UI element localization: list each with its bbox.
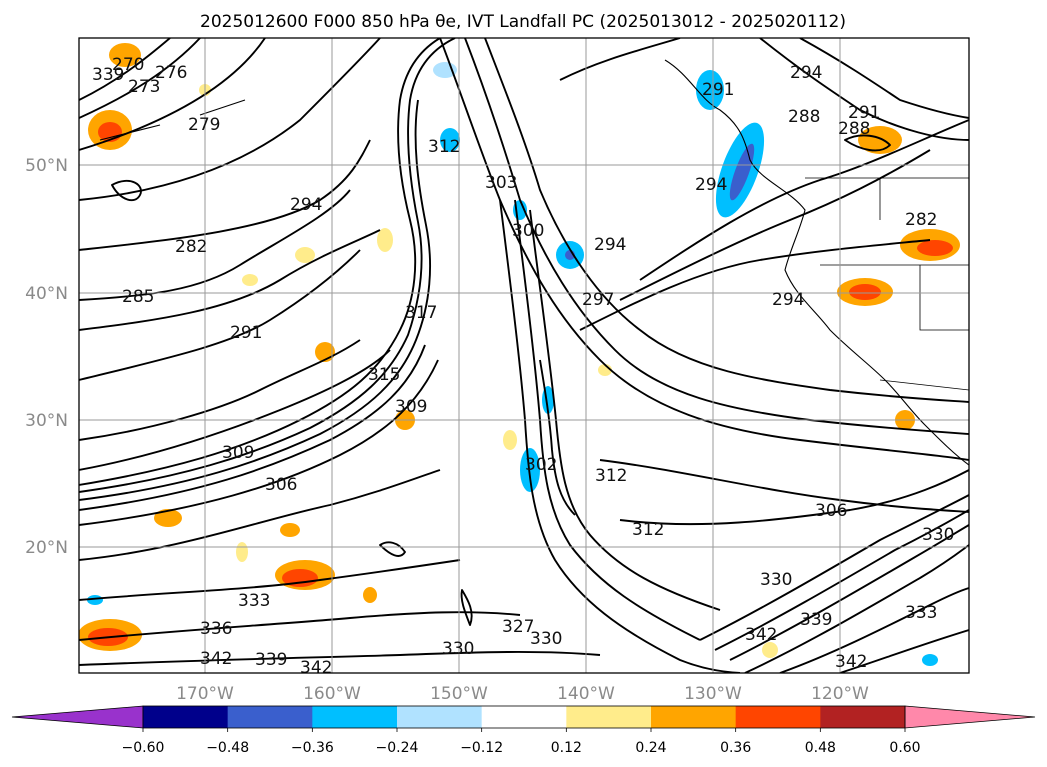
contour-label: 330 [922, 525, 954, 545]
contour-label: 330 [530, 629, 562, 649]
contour-label: 312 [428, 137, 460, 157]
contour-label: 342 [745, 625, 777, 645]
contour-label: 315 [368, 365, 400, 385]
contour-label: 294 [695, 175, 727, 195]
shading-positive [79, 43, 960, 658]
contour-label: 294 [290, 195, 322, 215]
contour-label: 333 [238, 591, 270, 611]
contour-label: 306 [265, 475, 297, 495]
contour-label: 342 [835, 652, 867, 672]
contour-label: 330 [760, 570, 792, 590]
contour-label: 317 [405, 303, 437, 323]
latitude-labels: 50°N 40°N 30°N 20°N [25, 156, 68, 558]
shading-negative [87, 62, 938, 666]
contour-label: 339 [800, 610, 832, 630]
contour-label: 309 [395, 397, 427, 417]
contour-label: 294 [790, 63, 822, 83]
colorbar-segment [651, 706, 737, 728]
lat-label: 40°N [25, 284, 68, 304]
contour-label: 300 [512, 221, 544, 241]
contour-label: 279 [188, 115, 220, 135]
colorbar: −0.60 −0.48 −0.36 −0.24 −0.12 0.12 0.24 0.36 0.4… [11, 705, 1036, 756]
coastline [99, 59, 969, 466]
lon-label: 150°W [430, 684, 488, 704]
contour-label: 342 [200, 649, 232, 669]
contour-label: 297 [582, 290, 614, 310]
graticule [79, 38, 969, 673]
contour-label: 302 [525, 455, 557, 475]
colorbar-segment [820, 706, 906, 728]
colorbar-tick-label: 0.36 [720, 740, 751, 756]
contour-label: 309 [222, 443, 254, 463]
colorbar-frame [142, 705, 906, 729]
map-frame [78, 37, 970, 674]
theta-e-contours [79, 38, 969, 673]
contour-label: 270 [112, 55, 144, 75]
map-title: 2025012600 F000 850 hPa θe, IVT Landfall… [200, 12, 846, 32]
lon-label: 170°W [176, 684, 234, 704]
colorbar-tick-label: 0.24 [635, 740, 666, 756]
contour-label: 273 [128, 77, 160, 97]
contour-label: 291 [230, 323, 262, 343]
colorbar-tick-label: −0.36 [291, 740, 334, 756]
contour-label: 339 [92, 65, 124, 85]
colorbar-segment [227, 706, 313, 728]
contour-label: 282 [905, 210, 937, 230]
contour-label: 294 [594, 235, 626, 255]
colorbar-segment [143, 706, 229, 728]
contour-label: 285 [122, 287, 154, 307]
contour-label: 312 [595, 466, 627, 486]
colorbar-tick-label: −0.48 [206, 740, 249, 756]
map-area: 270 273 276 279 312 303 300 294 297 291 … [79, 38, 969, 678]
colorbar-segment [735, 706, 821, 728]
colorbar-extend-low [11, 705, 144, 729]
contour-label: 288 [838, 119, 870, 139]
contour-label: 282 [175, 237, 207, 257]
contour-label: 291 [702, 80, 734, 100]
colorbar-segment [312, 706, 398, 728]
contour-label: 333 [905, 603, 937, 623]
colorbar-tick-label: −0.12 [460, 740, 503, 756]
colorbar-tick-label: 0.48 [805, 740, 836, 756]
lon-label: 130°W [684, 684, 742, 704]
contour-label: 336 [200, 619, 232, 639]
contour-label: 303 [485, 173, 517, 193]
contour-label: 306 [815, 501, 847, 521]
lon-label: 140°W [557, 684, 615, 704]
contour-label: 327 [502, 617, 534, 637]
colorbar-segment [566, 706, 652, 728]
longitude-labels: 170°W 160°W 150°W 140°W 130°W 120°W [176, 684, 869, 704]
colorbar-extend-high [904, 705, 1036, 729]
lat-label: 30°N [25, 411, 68, 431]
colorbar-tick-label: −0.60 [122, 740, 165, 756]
colorbar-segment [481, 706, 567, 728]
lon-label: 120°W [811, 684, 869, 704]
contour-labels: 270 273 276 279 312 303 300 294 297 291 … [92, 55, 954, 678]
lon-label: 160°W [303, 684, 361, 704]
lat-label: 50°N [25, 156, 68, 176]
colorbar-tick-label: 0.12 [551, 740, 582, 756]
contour-label: 291 [848, 103, 880, 123]
contour-label: 312 [632, 520, 664, 540]
contour-label: 294 [772, 290, 804, 310]
contour-label: 276 [155, 63, 187, 83]
lat-label: 20°N [25, 538, 68, 558]
contour-label: 342 [300, 658, 332, 678]
contour-label: 288 [788, 107, 820, 127]
colorbar-segment [397, 706, 483, 728]
colorbar-tick-label: −0.24 [376, 740, 419, 756]
contour-label: 339 [255, 650, 287, 670]
colorbar-tick-label: 0.60 [889, 740, 920, 756]
contour-label: 330 [442, 639, 474, 659]
